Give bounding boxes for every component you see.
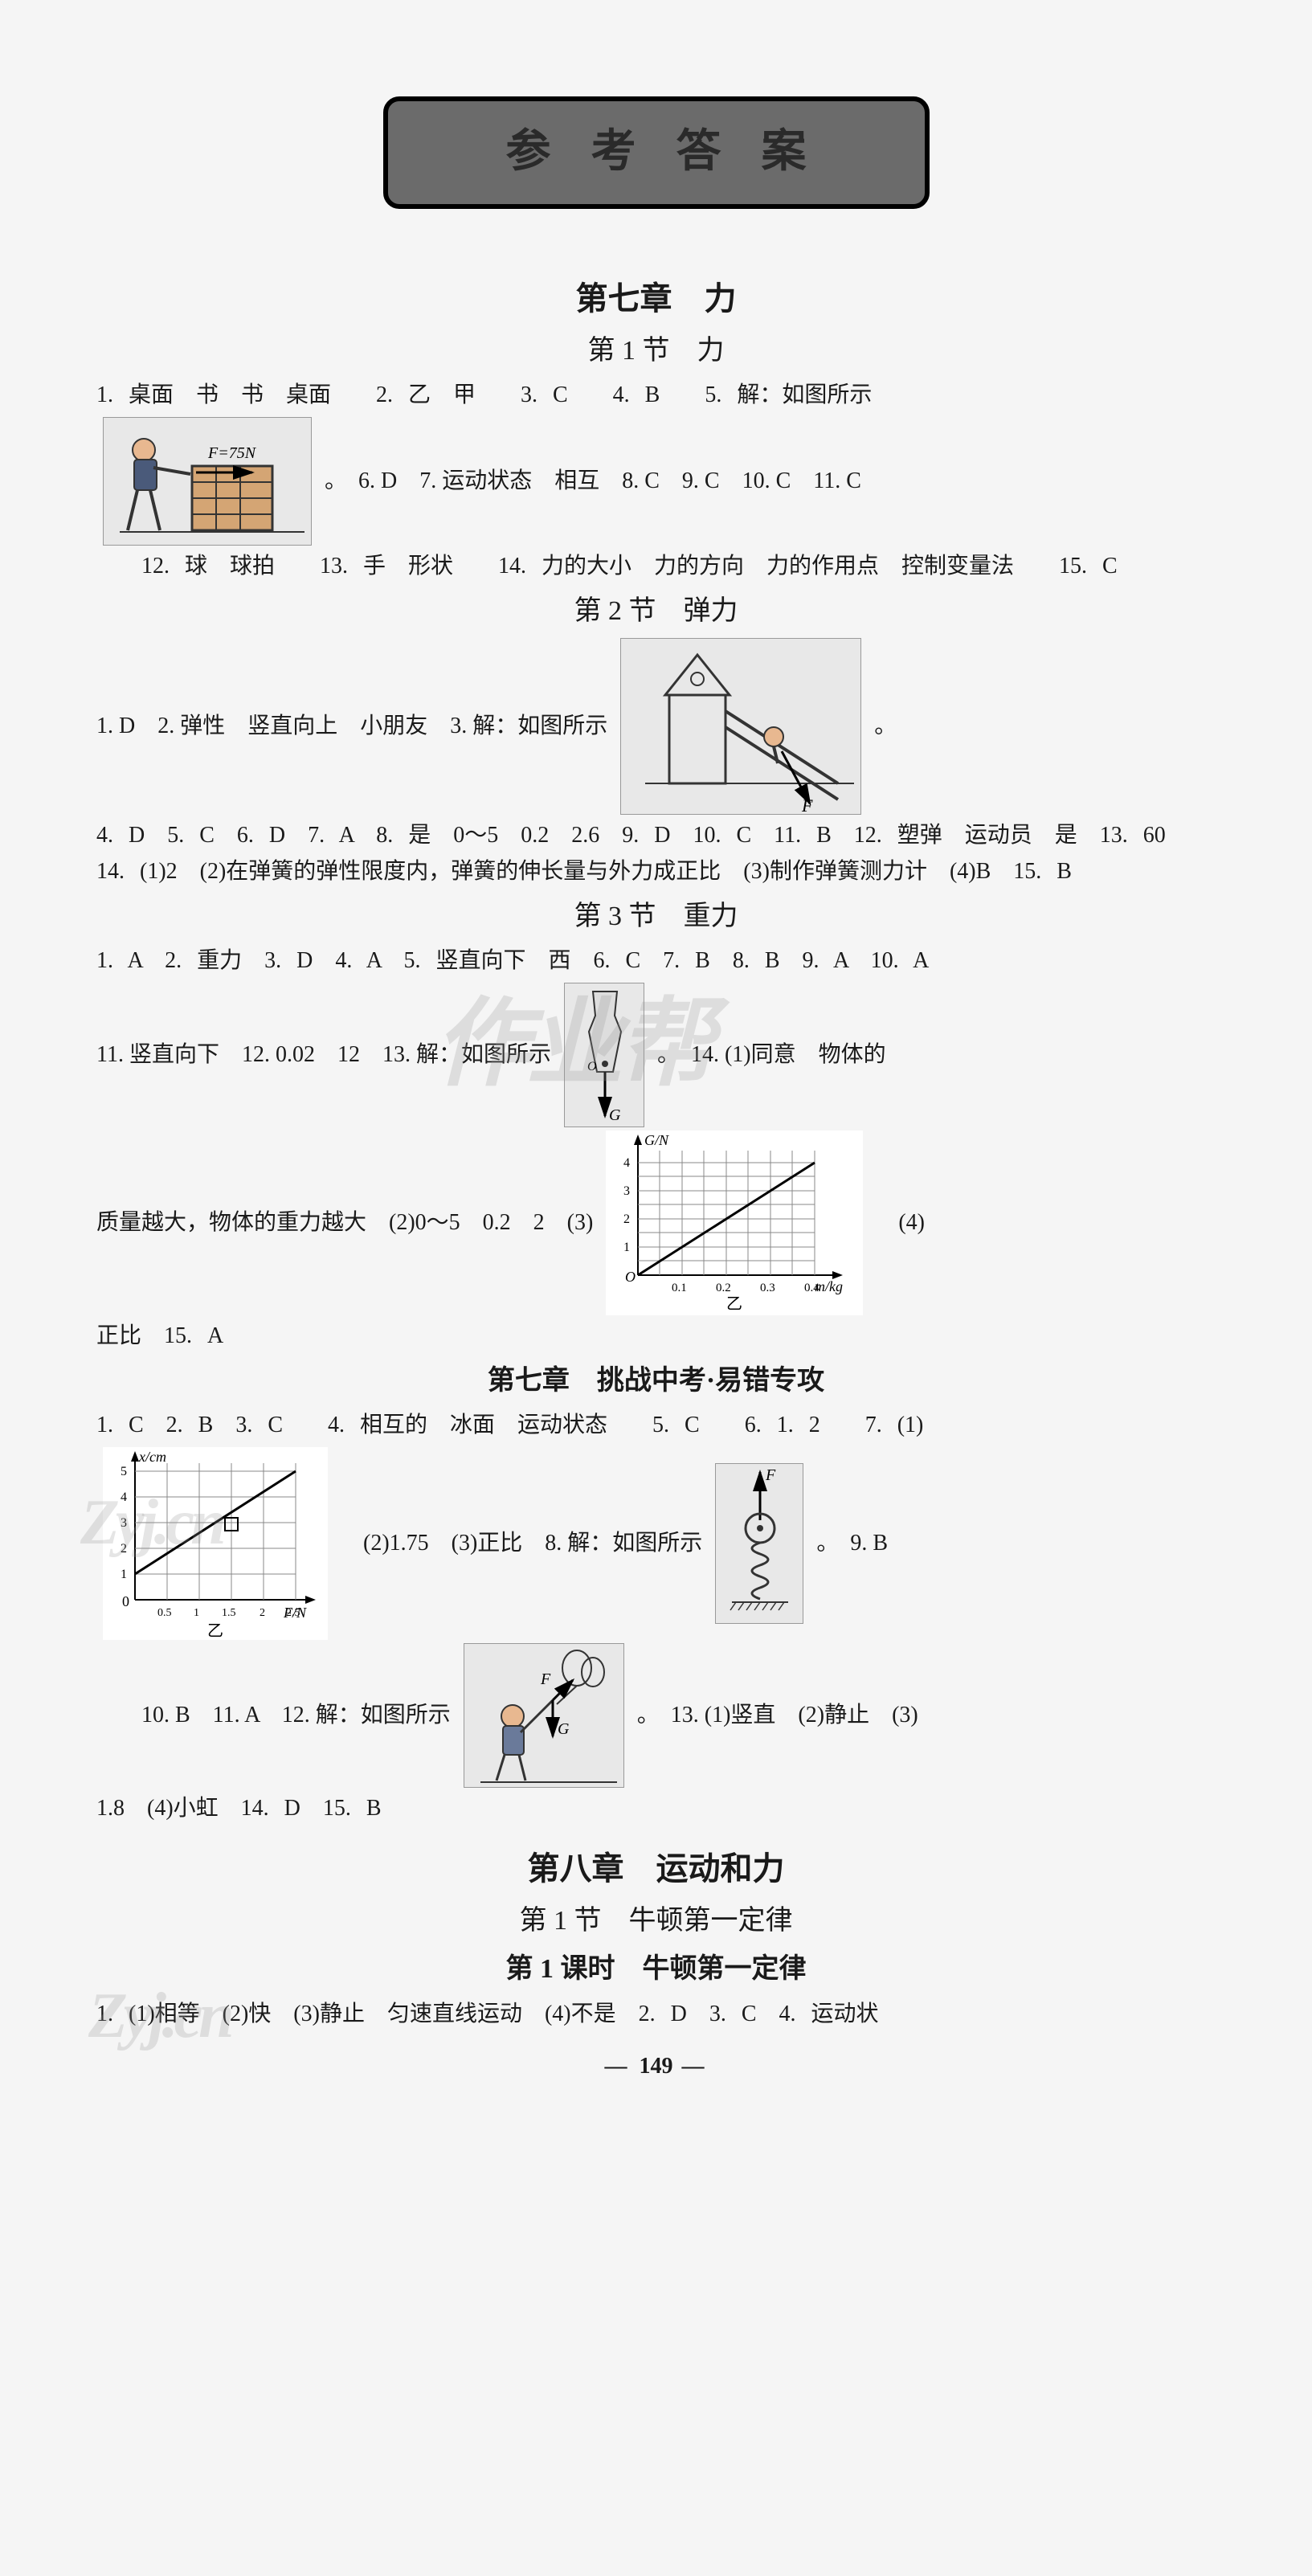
ch8-s1-heading: 第 1 节 牛顿第一定律 bbox=[96, 1899, 1216, 1943]
ch7-s3-row2: 作业帮 11. 竖直向下 12. 0.02 12 13. 解：如图所示 G O … bbox=[96, 983, 1216, 1127]
svg-text:3: 3 bbox=[121, 1516, 127, 1530]
title-banner: 参考答案 bbox=[383, 96, 930, 209]
svg-text:1: 1 bbox=[194, 1607, 199, 1619]
svg-text:F=75N: F=75N bbox=[207, 444, 257, 462]
svg-text:1.5: 1.5 bbox=[222, 1607, 236, 1619]
bottle-figure: G O bbox=[564, 983, 644, 1127]
xcm-chart: x/cm F/N 0 1 2 3 4 5 0.5 1 1.5 2 2.5 乙 bbox=[103, 1447, 328, 1640]
chapter7-title: 第七章 力 bbox=[96, 273, 1216, 325]
ch7-s1-line1: 1. 桌面 书 书 桌面 2. 乙 甲 3. C 4. B 5. 解：如图所示 bbox=[96, 378, 1216, 414]
ch7-s3-line1: 1. A 2. 重力 3. D 4. A 5. 竖直向下 西 6. C 7. B… bbox=[96, 943, 1216, 979]
ch7-s2-line1-before: 1. D 2. 弹性 竖直向上 小朋友 3. 解：如图所示 bbox=[96, 709, 607, 745]
svg-text:0.4: 0.4 bbox=[804, 1282, 819, 1294]
svg-text:4: 4 bbox=[623, 1156, 630, 1170]
ch7-s3-line3-after: (4) bbox=[876, 1205, 925, 1241]
svg-text:4: 4 bbox=[121, 1490, 127, 1504]
chart-ylabel: G/N bbox=[644, 1132, 669, 1148]
svg-text:x/cm: x/cm bbox=[138, 1449, 166, 1465]
ch7-s3-heading: 第 3 节 重力 bbox=[96, 895, 1216, 938]
ch8-line1: Zyj.cn 1. (1)相等 (2)快 (3)静止 匀速直线运动 (4)不是 … bbox=[96, 1997, 1216, 2033]
svg-text:1: 1 bbox=[121, 1568, 127, 1581]
svg-text:F: F bbox=[765, 1466, 776, 1484]
svg-text:F: F bbox=[801, 795, 813, 816]
gn-chart: G/N m/kg O 1 2 3 4 0.1 0.2 0.3 0.4 乙 bbox=[606, 1131, 863, 1315]
ch7-s2-row1: 1. D 2. 弹性 竖直向上 小朋友 3. 解：如图所示 F 。 bbox=[96, 638, 1216, 815]
svg-text:2: 2 bbox=[623, 1212, 630, 1226]
challenge-row2: Zyj.cn x/cm F/N 0 1 2 3 4 5 0.5 bbox=[96, 1447, 1216, 1640]
ch7-s2-line1-after: 。 bbox=[874, 709, 897, 745]
challenge-line4: 1.8 (4)小虹 14. D 15. B bbox=[96, 1791, 1216, 1827]
chart-caption: 乙 bbox=[726, 1295, 742, 1313]
ch7-s1-row2: F=75N 。 6. D 7. 运动状态 相互 8. C 9. C 10. C … bbox=[96, 417, 1216, 546]
ch7-s1-heading: 第 1 节 力 bbox=[96, 329, 1216, 373]
ch7-s1-line3: 12. 球 球拍 13. 手 形状 14. 力的大小 力的方向 力的作用点 控制… bbox=[96, 549, 1216, 585]
challenge-row3: 10. B 11. A 12. 解：如图所示 F G 。 13. (1)竖直 (… bbox=[96, 1643, 1216, 1788]
slide-figure: F bbox=[620, 638, 861, 815]
chart-origin: O bbox=[625, 1269, 636, 1285]
banner-text: 参考答案 bbox=[506, 117, 847, 189]
svg-text:0.2: 0.2 bbox=[716, 1282, 731, 1294]
svg-text:3: 3 bbox=[623, 1184, 630, 1198]
balloon-figure: F G bbox=[464, 1643, 624, 1788]
svg-text:2: 2 bbox=[260, 1607, 265, 1619]
svg-text:F: F bbox=[540, 1670, 551, 1688]
challenge-line2-after: 。 9. B bbox=[816, 1526, 888, 1562]
ch7-s2-line2: 4. D 5. C 6. D 7. A 8. 是 0～5 0.2 2.6 9. … bbox=[96, 818, 1216, 890]
challenge-line3-before: 10. B 11. A 12. 解：如图所示 bbox=[96, 1698, 451, 1734]
chapter8-title: 第八章 运动和力 bbox=[96, 1843, 1216, 1895]
ch7-s3-line2-after: 。 14. (1)同意 物体的 bbox=[657, 1037, 886, 1073]
svg-text:0.5: 0.5 bbox=[157, 1607, 172, 1619]
page-number: 149 bbox=[96, 2049, 1216, 2085]
svg-text:1: 1 bbox=[623, 1241, 630, 1254]
svg-text:O: O bbox=[587, 1060, 597, 1073]
push-box-figure: F=75N bbox=[103, 417, 312, 546]
svg-text:0.3: 0.3 bbox=[760, 1282, 775, 1294]
ch7-s1-line2: 。 6. D 7. 运动状态 相互 8. C 9. C 10. C 11. C bbox=[325, 464, 861, 500]
challenge-line3-after: 。 13. (1)竖直 (2)静止 (3) bbox=[637, 1698, 918, 1734]
challenge-line2-mid: (2)1.75 (3)正比 8. 解：如图所示 bbox=[341, 1526, 702, 1562]
svg-text:2: 2 bbox=[121, 1542, 127, 1556]
spring-figure: F bbox=[715, 1463, 803, 1624]
ch7-s3-row3: 质量越大，物体的重力越大 (2)0～5 0.2 2 (3) G/N m/kg O… bbox=[96, 1131, 1216, 1315]
ch7-s3-line4: 正比 15. A bbox=[96, 1319, 1216, 1355]
svg-text:G: G bbox=[558, 1720, 570, 1738]
challenge-heading: 第七章 挑战中考·易错专攻 bbox=[96, 1360, 1216, 1403]
svg-text:乙: 乙 bbox=[207, 1622, 223, 1640]
svg-text:2.5: 2.5 bbox=[286, 1607, 300, 1619]
svg-text:0.1: 0.1 bbox=[672, 1282, 687, 1294]
ch7-s3-line2-before: 11. 竖直向下 12. 0.02 12 13. 解：如图所示 bbox=[96, 1037, 551, 1073]
ch7-s3-line3-before: 质量越大，物体的重力越大 (2)0～5 0.2 2 (3) bbox=[96, 1205, 593, 1241]
svg-text:5: 5 bbox=[121, 1465, 127, 1478]
challenge-line1: 1. C 2. B 3. C 4. 相互的 冰面 运动状态 5. C 6. 1.… bbox=[96, 1408, 1216, 1444]
ch7-s2-heading: 第 2 节 弹力 bbox=[96, 590, 1216, 633]
svg-text:G: G bbox=[609, 1106, 621, 1124]
ch8-c1-heading: 第 1 课时 牛顿第一定律 bbox=[96, 1948, 1216, 1991]
svg-text:0: 0 bbox=[122, 1593, 129, 1609]
